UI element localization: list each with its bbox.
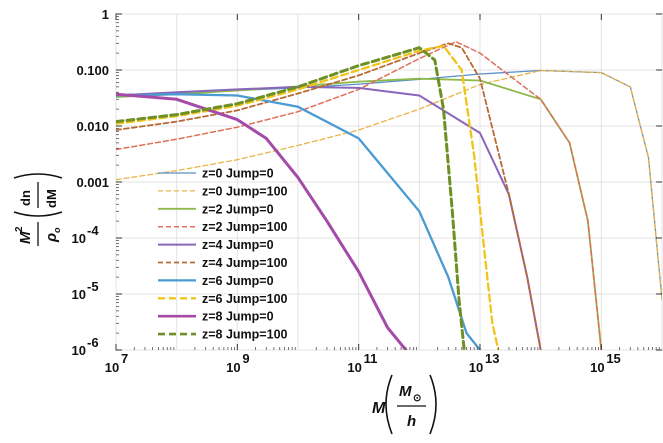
- legend-label-8: z=6 Jump=100: [202, 292, 288, 306]
- x-axis-label-denominator: h: [407, 413, 416, 430]
- y-axis-label-rho: ρ: [43, 233, 60, 243]
- ticks-layer: 10710910111013101510.1000.0100.00110-410…: [72, 7, 662, 375]
- legend: z=0 Jump=0 z=0 Jump=100 z=2 Jump=0 z=2 Jump…: [158, 167, 288, 342]
- y-tick-exponent: -4: [87, 223, 99, 238]
- series-line-2: [116, 69, 662, 301]
- y-axis-label-m2: M: [17, 231, 34, 244]
- y-axis-label-rho-sub: o: [52, 227, 62, 233]
- y-tick-label: 0.100: [76, 63, 109, 78]
- x-axis-label-sun: ⊙: [413, 393, 421, 404]
- y-axis-label-paren-right: [13, 173, 63, 179]
- legend-label-3: z=2 Jump=0: [202, 202, 274, 216]
- legend-label-5: z=4 Jump=0: [202, 238, 274, 252]
- x-axis-label-numerator: M: [399, 383, 412, 400]
- x-tick-label: 10: [590, 360, 604, 375]
- y-tick-label: 1: [102, 7, 109, 22]
- legend-label-4: z=2 Jump=100: [202, 220, 288, 234]
- y-tick-label: 0.010: [76, 119, 109, 134]
- legend-label-10: z=8 Jump=100: [202, 328, 288, 342]
- x-axis-label-symbol: M: [372, 400, 386, 417]
- y-tick-label: 10: [72, 343, 86, 358]
- series-line-9: [116, 92, 408, 350]
- series-line-4: [116, 40, 603, 350]
- series-line-10: [116, 46, 466, 350]
- legend-label-1: z=0 Jump=0: [202, 167, 274, 181]
- y-tick-exponent: -5: [87, 279, 99, 294]
- legend-label-7: z=6 Jump=0: [202, 274, 274, 288]
- x-axis-label-paren-left: [385, 374, 393, 435]
- y-axis-label-dm: dM: [44, 189, 59, 208]
- series-layer: [116, 40, 662, 350]
- x-tick-exponent: 15: [606, 351, 620, 366]
- x-tick-exponent: 11: [364, 351, 378, 366]
- x-axis-label-paren-right: [429, 374, 437, 435]
- y-tick-exponent: -6: [87, 335, 99, 350]
- y-axis-label-dn: dn: [18, 190, 33, 206]
- x-axis-label: M M ⊙ h: [372, 374, 437, 435]
- legend-label-9: z=8 Jump=0: [202, 310, 274, 324]
- series-line-8: [116, 44, 500, 350]
- y-tick-label: 10: [72, 231, 86, 246]
- x-tick-label: 10: [347, 360, 361, 375]
- x-tick-exponent: 9: [242, 351, 249, 366]
- y-axis-label: M 2 ρ o dn dM: [13, 173, 63, 246]
- y-axis-label-paren-left: [13, 211, 63, 217]
- x-tick-exponent: 13: [485, 351, 499, 366]
- y-axis-label-m2-exp: 2: [14, 226, 25, 232]
- series-line-6: [116, 42, 542, 350]
- legend-label-2: z=0 Jump=100: [202, 184, 288, 198]
- x-tick-label: 10: [105, 360, 119, 375]
- x-tick-label: 10: [226, 360, 240, 375]
- x-tick-label: 10: [469, 360, 483, 375]
- legend-label-6: z=4 Jump=100: [202, 256, 288, 270]
- y-tick-label: 0.001: [76, 175, 109, 190]
- x-tick-exponent: 7: [121, 351, 128, 366]
- y-tick-label: 10: [72, 287, 86, 302]
